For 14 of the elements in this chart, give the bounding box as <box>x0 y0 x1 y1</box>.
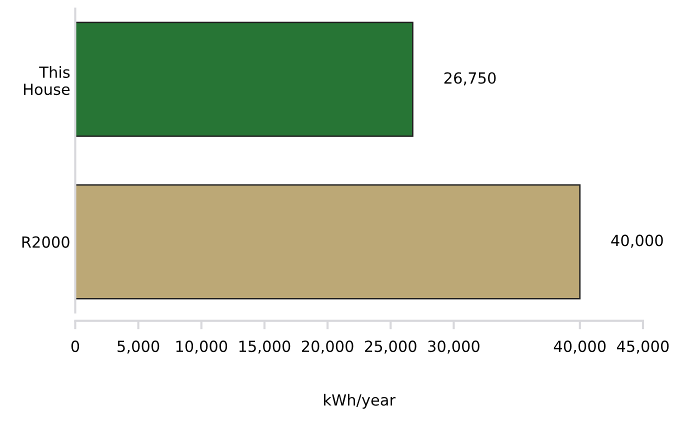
x-tick-label: 25,000 <box>365 340 416 354</box>
data-label: 26,750 <box>444 72 496 86</box>
x-axis-title: kWh/year <box>324 394 396 409</box>
x-tick-label: 20,000 <box>302 340 354 354</box>
x-tick-label: 45,000 <box>616 340 669 354</box>
x-tick-label: 15,000 <box>239 340 290 354</box>
x-tick-label: 40,000 <box>554 340 606 354</box>
y-tick-label: R2000 <box>22 236 70 248</box>
y-tick-label: This House <box>24 66 70 96</box>
data-label: 40,000 <box>611 234 663 248</box>
x-tick-label: 0 <box>71 340 80 352</box>
x-tick-label: 10,000 <box>176 340 228 354</box>
x-tick-label: 5,000 <box>118 340 160 354</box>
x-tick-label: 30,000 <box>428 340 480 354</box>
